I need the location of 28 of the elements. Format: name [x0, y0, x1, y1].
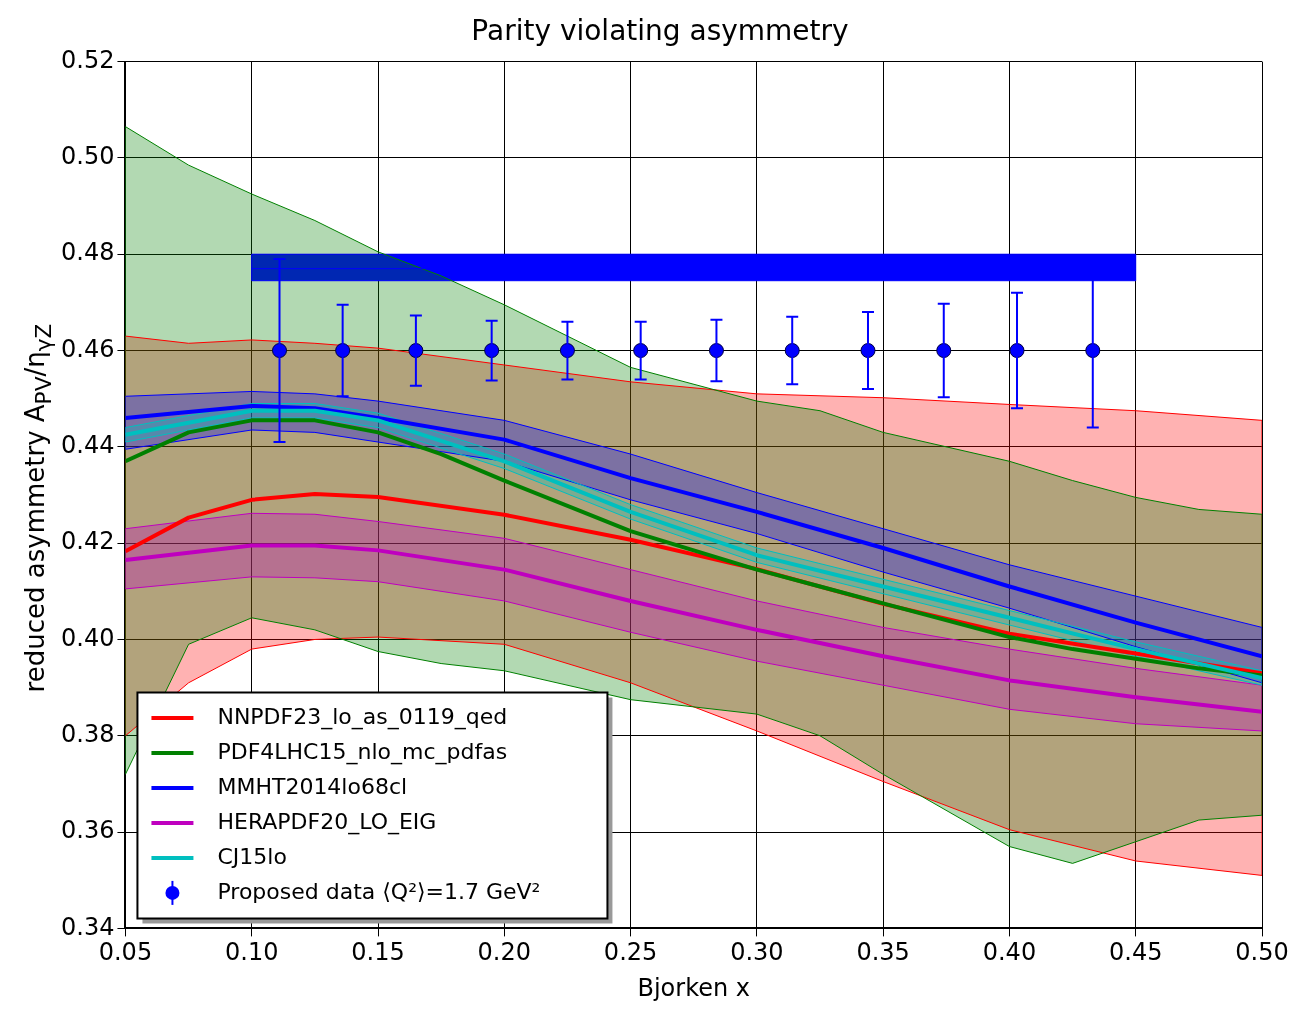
- legend-label: HERAPDF20_LO_EIG: [217, 808, 437, 835]
- y-tick-label: 0.40: [61, 623, 115, 652]
- y-tick-label: 0.36: [61, 816, 115, 845]
- x-tick-label: 0.40: [982, 938, 1037, 967]
- y-tick-label: 0.48: [61, 238, 115, 267]
- x-tick-label: 0.45: [1109, 938, 1163, 967]
- legend-label: NNPDF23_lo_as_0119_qed: [217, 703, 508, 730]
- y-tick-label: 0.38: [61, 720, 115, 749]
- x-tick-label: 0.20: [477, 938, 532, 967]
- x-tick-label: 0.10: [225, 938, 279, 967]
- legend-label: CJ15lo: [217, 843, 287, 869]
- legend-label: PDF4LHC15_nlo_mc_pdfas: [217, 738, 508, 765]
- chart-title: Parity violating asymmetry: [471, 14, 849, 48]
- legend-label: MMHT2014lo68cl: [217, 773, 408, 799]
- legend-label: Proposed data ⟨Q²⟩=1.7 GeV²: [217, 878, 541, 904]
- y-tick-label: 0.34: [61, 912, 115, 941]
- y-tick-label: 0.46: [61, 334, 115, 363]
- y-tick-label: 0.52: [61, 45, 115, 74]
- x-tick-label: 0.25: [603, 938, 658, 967]
- x-tick-label: 0.30: [730, 938, 784, 967]
- x-axis-title: Bjorken x: [637, 973, 750, 1002]
- x-tick-label: 0.05: [98, 938, 153, 967]
- y-tick-label: 0.42: [61, 527, 115, 556]
- x-tick-label: 0.35: [856, 938, 910, 967]
- x-tick-label: 0.50: [1235, 938, 1289, 967]
- x-tick-label: 0.15: [351, 938, 405, 967]
- y-tick-label: 0.44: [61, 431, 115, 460]
- y-tick-label: 0.50: [61, 142, 115, 171]
